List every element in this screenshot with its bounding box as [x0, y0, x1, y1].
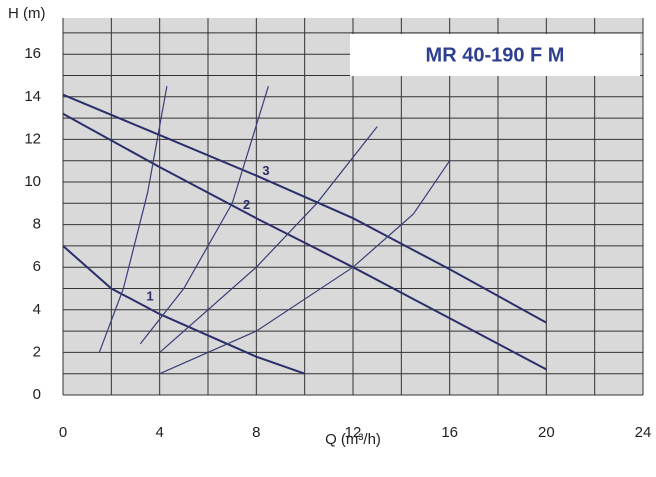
- y-tick-label: 4: [33, 301, 41, 318]
- chart-title: MR 40-190 F M: [426, 44, 565, 66]
- y-tick-label: 2: [33, 343, 41, 360]
- series-line: [62, 112, 547, 371]
- x-tick-label: 20: [538, 424, 555, 441]
- series-line: [159, 160, 451, 375]
- y-tick-label: 14: [24, 88, 41, 105]
- title-box: [350, 34, 640, 76]
- series-line: [62, 93, 547, 324]
- y-tick-label: 0: [33, 386, 41, 403]
- y-tick-label: 6: [33, 258, 41, 275]
- series-line: [159, 126, 378, 353]
- x-tick-label: 4: [155, 424, 163, 441]
- x-tick-label: 0: [59, 424, 67, 441]
- y-tick-label: 16: [24, 45, 41, 62]
- x-tick-label: 8: [252, 424, 260, 441]
- y-tick-label: 10: [24, 173, 41, 190]
- series-line: [98, 86, 168, 353]
- x-tick-label: 16: [441, 424, 458, 441]
- curve-label: 1: [146, 288, 153, 303]
- x-tick-label: 24: [635, 424, 652, 441]
- series-line: [62, 245, 306, 375]
- curve-label: 2: [243, 197, 250, 212]
- y-axis-label: H (m): [8, 5, 46, 22]
- y-tick-label: 12: [24, 130, 41, 147]
- x-axis-label: Q (m³/h): [325, 431, 381, 448]
- y-tick-label: 8: [33, 216, 41, 233]
- curve-label: 3: [262, 163, 269, 178]
- series-line: [139, 86, 269, 345]
- x-tick-label: 12: [345, 424, 362, 441]
